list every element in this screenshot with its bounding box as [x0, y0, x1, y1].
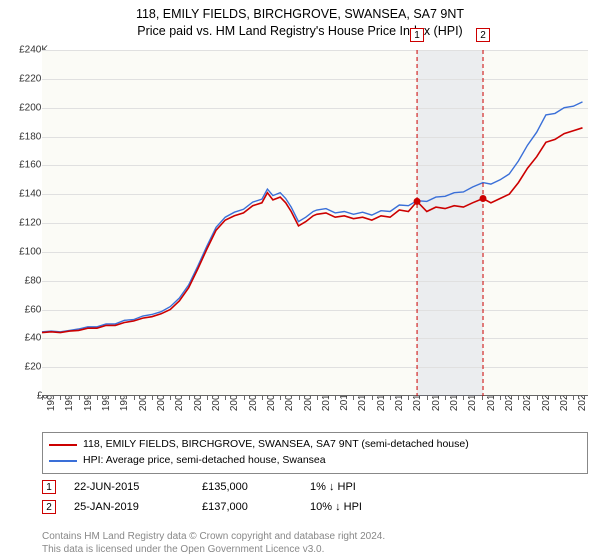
- title-line2: Price paid vs. HM Land Registry's House …: [0, 23, 600, 40]
- line-series-svg: [42, 50, 588, 396]
- sale-date-2: 25-JAN-2019: [74, 501, 184, 513]
- credit-text: Contains HM Land Registry data © Crown c…: [42, 530, 385, 556]
- legend: 118, EMILY FIELDS, BIRCHGROVE, SWANSEA, …: [42, 432, 588, 474]
- sales-table: 1 22-JUN-2015 £135,000 1% ↓ HPI 2 25-JAN…: [42, 477, 588, 517]
- legend-swatch-property: [49, 444, 77, 446]
- series-property: [42, 128, 583, 333]
- legend-item-hpi: HPI: Average price, semi-detached house,…: [49, 453, 581, 469]
- sale-price-2: £137,000: [202, 501, 292, 513]
- legend-label-property: 118, EMILY FIELDS, BIRCHGROVE, SWANSEA, …: [83, 437, 469, 453]
- sale-diff-2: 10% ↓ HPI: [310, 501, 430, 513]
- title-line1: 118, EMILY FIELDS, BIRCHGROVE, SWANSEA, …: [0, 6, 600, 23]
- chart-title: 118, EMILY FIELDS, BIRCHGROVE, SWANSEA, …: [0, 0, 600, 40]
- sale-diff-1: 1% ↓ HPI: [310, 481, 430, 493]
- credit-line1: Contains HM Land Registry data © Crown c…: [42, 530, 385, 543]
- sale-price-1: £135,000: [202, 481, 292, 493]
- sale-row-2: 2 25-JAN-2019 £137,000 10% ↓ HPI: [42, 497, 588, 517]
- arrow-down-icon: ↓: [329, 481, 335, 493]
- sale-marker-label-1: 1: [410, 28, 424, 42]
- plot-area: 12: [42, 50, 588, 396]
- sale-index-1: 1: [42, 480, 56, 494]
- sale-index-2: 2: [42, 500, 56, 514]
- sale-date-1: 22-JUN-2015: [74, 481, 184, 493]
- legend-item-property: 118, EMILY FIELDS, BIRCHGROVE, SWANSEA, …: [49, 437, 581, 453]
- sale-marker-dot-1: [414, 198, 421, 205]
- legend-label-hpi: HPI: Average price, semi-detached house,…: [83, 453, 326, 469]
- credit-line2: This data is licensed under the Open Gov…: [42, 543, 385, 556]
- chart-container: 118, EMILY FIELDS, BIRCHGROVE, SWANSEA, …: [0, 0, 600, 560]
- arrow-down-icon: ↓: [335, 501, 341, 513]
- legend-swatch-hpi: [49, 460, 77, 462]
- sale-marker-label-2: 2: [476, 28, 490, 42]
- sale-marker-dot-2: [480, 195, 487, 202]
- sale-row-1: 1 22-JUN-2015 £135,000 1% ↓ HPI: [42, 477, 588, 497]
